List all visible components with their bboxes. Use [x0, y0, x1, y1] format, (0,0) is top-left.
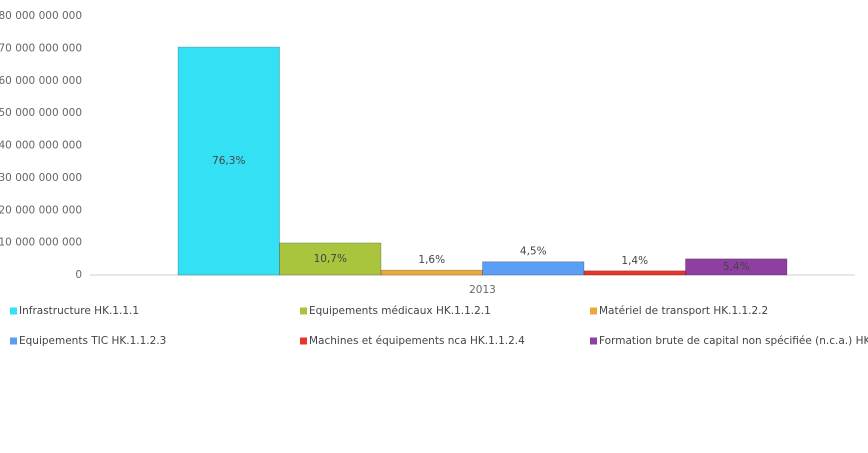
data-label: 4,5% — [520, 246, 547, 258]
data-label: 76,3% — [212, 155, 245, 167]
x-tick-label: 2013 — [469, 284, 496, 296]
legend-label: Formation brute de capital non spécifiée… — [599, 335, 868, 347]
bar — [482, 261, 585, 276]
y-tick-label: 40 000 000 000 — [0, 140, 82, 152]
y-tick-label: 60 000 000 000 — [0, 75, 82, 87]
legend-label: Matériel de transport HK.1.1.2.2 — [599, 305, 768, 317]
legend-swatch — [10, 337, 17, 345]
y-tick-label: 30 000 000 000 — [0, 172, 82, 184]
legend-label: Infrastructure HK.1.1.1 — [19, 305, 139, 317]
data-label: 10,7% — [314, 253, 347, 265]
legend-label: Machines et équipements nca HK.1.1.2.4 — [309, 335, 525, 347]
y-tick-label: 80 000 000 000 — [0, 10, 82, 22]
y-tick-label: 10 000 000 000 — [0, 237, 82, 249]
data-label: 5,4% — [723, 261, 750, 273]
legend-label: Equipements TIC HK.1.1.2.3 — [19, 335, 166, 347]
y-tick-label: 0 — [75, 269, 82, 281]
bar — [380, 269, 483, 276]
legend-swatch — [10, 307, 17, 315]
data-label: 1,4% — [621, 255, 648, 267]
bar — [279, 242, 382, 276]
legend-swatch — [590, 307, 597, 315]
bar — [583, 270, 686, 276]
bar — [685, 258, 788, 276]
y-tick-label: 50 000 000 000 — [0, 107, 82, 119]
legend-label: Equipements médicaux HK.1.1.2.1 — [309, 305, 491, 317]
data-label: 1,6% — [418, 254, 445, 266]
bar — [177, 46, 280, 276]
legend-swatch — [300, 337, 307, 345]
y-tick-label: 20 000 000 000 — [0, 204, 82, 216]
y-tick-label: 70 000 000 000 — [0, 42, 82, 54]
legend-swatch — [590, 337, 597, 345]
legend-swatch — [300, 307, 307, 315]
